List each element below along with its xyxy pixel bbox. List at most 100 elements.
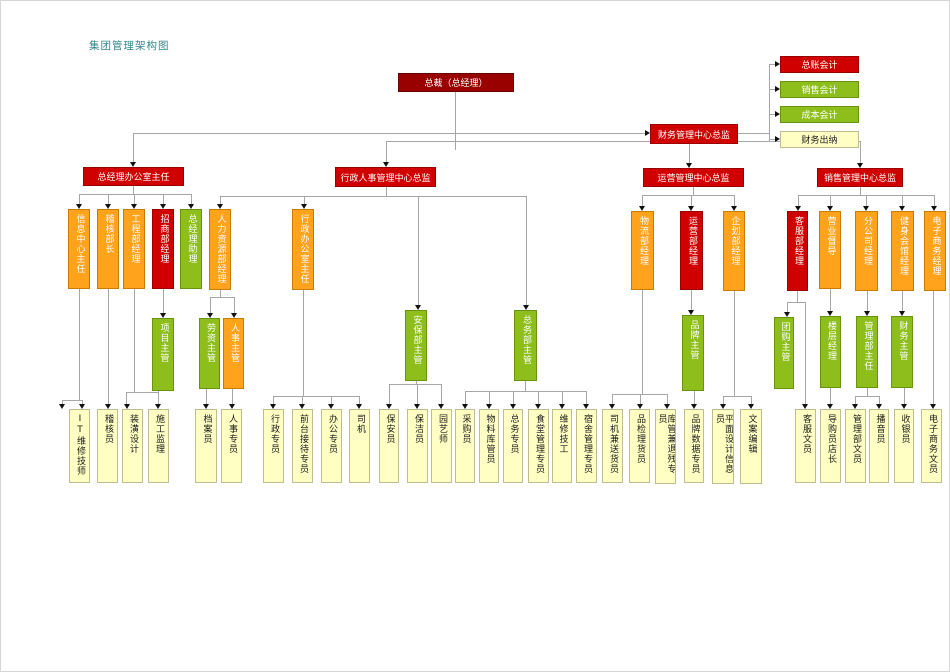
connector-line: [562, 391, 563, 404]
org-node-label: 客服部经理: [793, 216, 803, 266]
connector-line: [389, 384, 441, 385]
connector-line: [787, 302, 788, 312]
org-node-cashier-finance: 财务出纳: [780, 131, 859, 148]
arrow-down-icon: [852, 404, 858, 409]
org-node-label: 招商部经理: [158, 214, 169, 264]
org-node-investment-mgr: 招商部经理: [152, 209, 174, 289]
org-node-label: 总经理助理: [186, 214, 197, 264]
connector-line: [769, 64, 775, 65]
org-node-label: 电子商务文员: [927, 414, 937, 474]
connector-line: [691, 290, 692, 310]
connector-line: [210, 297, 211, 313]
org-node-archivist: 档案员: [195, 409, 217, 483]
org-node-engineering-mgr: 工程部经理: [123, 209, 145, 289]
org-node-gm-assistant: 总经理助理: [180, 209, 202, 289]
org-node-branch-company-mgr: 分公司经理: [855, 211, 878, 291]
org-node-label: 工程部经理: [129, 214, 140, 264]
org-node-ecommerce-mgr: 电子商务经理: [924, 211, 946, 291]
org-node-label: 电子商务经理: [930, 216, 941, 276]
org-node-label: 行政办公室主任: [298, 214, 309, 284]
connector-line: [933, 291, 934, 404]
org-node-announcer: 播音员: [869, 409, 889, 483]
arrow-down-icon: [863, 206, 869, 211]
arrow-down-icon: [188, 204, 194, 209]
org-node-qc-stock-clerk: 品检理货员: [629, 409, 650, 483]
connector-line: [734, 195, 735, 206]
connector-line: [612, 394, 613, 404]
connector-line: [723, 396, 751, 397]
connector-line: [108, 194, 109, 204]
connector-line: [734, 291, 735, 396]
arrow-down-icon: [79, 404, 85, 409]
connector-line: [133, 186, 134, 194]
org-node-operations-mgr: 运营部经理: [680, 211, 703, 290]
arrow-down-icon: [688, 310, 694, 315]
connector-line: [220, 196, 221, 204]
org-node-office-specialist: 办公专员: [321, 409, 342, 483]
arrow-down-icon: [857, 163, 863, 168]
org-node-label: 物料库管员: [484, 414, 495, 464]
org-node-gm-office-director: 总经理办公室主任: [83, 167, 184, 186]
connector-line: [830, 289, 831, 311]
connector-line: [108, 289, 109, 404]
org-node-materials-warehouse-keeper: 物料库管员: [479, 409, 499, 483]
arrow-down-icon: [784, 312, 790, 317]
org-node-sales-center-director: 销售管理中心总监: [817, 168, 903, 187]
org-node-dormitory-mgmt-specialist: 宿舍管理专员: [576, 409, 597, 483]
connector-line: [830, 195, 831, 206]
connector-line: [234, 297, 235, 313]
org-node-label: 团购主管: [779, 322, 790, 362]
org-node-label: 行政专员: [269, 414, 279, 454]
connector-line: [302, 396, 303, 404]
arrow-down-icon: [535, 404, 541, 409]
arrow-down-icon: [328, 404, 334, 409]
connector-line: [158, 391, 159, 404]
org-node-admin-specialist: 行政专员: [263, 409, 284, 483]
arrow-down-icon: [864, 311, 870, 316]
org-node-label: 管理部主任: [862, 321, 873, 371]
org-node-cs-clerk: 客服文员: [795, 409, 816, 483]
org-node-label: 稽核部长: [103, 214, 114, 254]
connector-line: [866, 195, 867, 206]
connector-line: [642, 290, 643, 394]
org-node-label: 总账会计: [801, 61, 838, 71]
org-node-label: 人事主管: [229, 323, 239, 363]
arrow-down-icon: [130, 162, 136, 167]
org-node-general-ledger-accountant: 总账会计: [780, 56, 859, 73]
arrow-right-icon: [775, 86, 780, 92]
connector-line: [538, 391, 539, 404]
org-node-label: 总务部主管: [521, 315, 531, 365]
connector-line: [902, 195, 903, 206]
org-node-label: 品牌数据专员: [689, 414, 700, 474]
org-node-label: 前台接待专员: [298, 414, 308, 474]
arrow-down-icon: [124, 404, 130, 409]
org-node-cashier: 收银员: [894, 409, 914, 483]
connector-line: [191, 194, 192, 204]
arrow-down-icon: [414, 404, 420, 409]
connector-line: [386, 141, 860, 142]
org-node-label: 销售管理中心总监: [823, 174, 896, 184]
org-node-purchaser: 采购员: [455, 409, 475, 483]
org-node-label: 品牌主管: [688, 320, 699, 360]
org-node-security-guard: 保安员: [379, 409, 399, 483]
connector-line: [79, 289, 80, 400]
arrow-down-icon: [131, 204, 137, 209]
arrow-down-icon: [899, 206, 905, 211]
arrow-down-icon: [59, 404, 65, 409]
arrow-down-icon: [415, 305, 421, 310]
org-node-label: 成本会计: [801, 111, 838, 121]
arrow-right-icon: [775, 111, 780, 117]
org-node-admin-office-director: 行政办公室主任: [292, 209, 314, 290]
org-node-label: 劳资主管: [205, 323, 215, 363]
connector-line: [586, 391, 587, 404]
arrow-down-icon: [637, 404, 643, 409]
connector-line: [220, 196, 527, 197]
arrow-down-icon: [510, 404, 516, 409]
connector-line: [751, 396, 752, 404]
org-node-label: 播音员: [874, 414, 885, 444]
org-node-label: 保安员: [384, 414, 395, 444]
arrow-down-icon: [217, 204, 223, 209]
connector-line: [642, 195, 643, 206]
arrow-down-icon: [386, 404, 392, 409]
connector-line: [62, 400, 63, 404]
